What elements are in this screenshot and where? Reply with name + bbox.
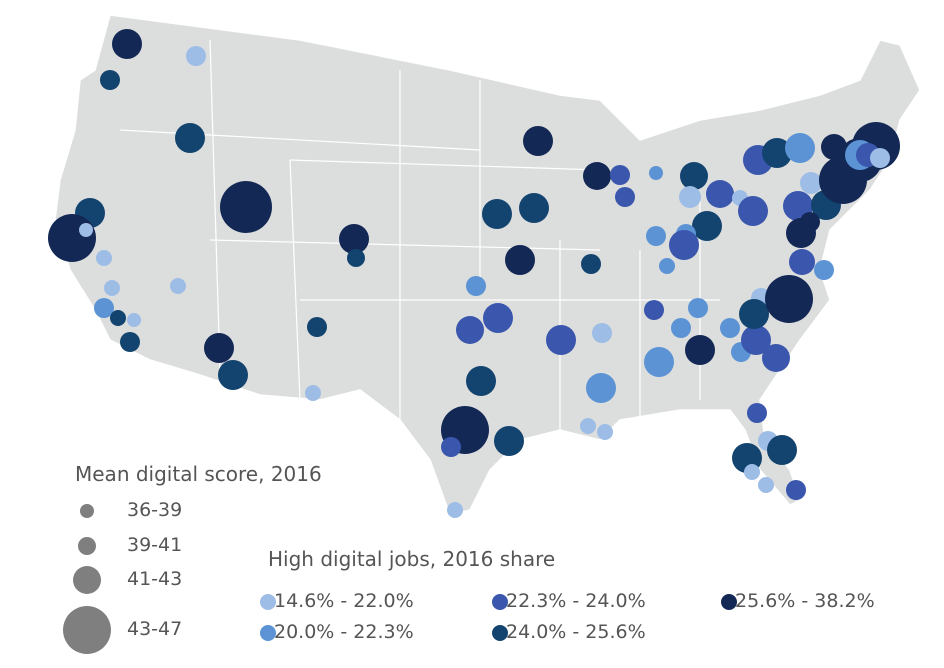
metro-bubble <box>644 347 674 377</box>
metro-bubble <box>100 70 120 90</box>
color-legend-swatch <box>492 625 508 641</box>
metro-bubble <box>765 275 813 323</box>
metro-bubble <box>744 464 760 480</box>
metro-bubble <box>170 278 186 294</box>
metro-bubble <box>649 166 663 180</box>
metro-bubble <box>597 424 613 440</box>
metro-bubble <box>482 199 512 229</box>
metro-bubble <box>483 303 513 333</box>
metro-bubble <box>800 212 820 232</box>
color-legend-swatch <box>492 594 508 610</box>
size-legend-circle <box>78 537 96 555</box>
metro-bubble <box>307 317 327 337</box>
metro-bubble <box>339 224 369 254</box>
metro-bubble <box>523 126 553 156</box>
state-border <box>289 159 601 171</box>
metro-bubble <box>615 187 635 207</box>
color-legend-label: 22.3% - 24.0% <box>506 590 646 612</box>
metro-bubble <box>127 313 141 327</box>
metro-bubble <box>204 333 234 363</box>
metro-bubble <box>720 318 740 338</box>
metro-bubble <box>175 123 205 153</box>
metro-bubble <box>580 418 596 434</box>
metro-bubble <box>739 299 769 329</box>
metro-bubble <box>646 226 666 246</box>
metro-bubble <box>870 148 890 168</box>
metro-bubble <box>218 360 248 390</box>
metro-bubble <box>767 435 797 465</box>
metro-bubble <box>466 366 496 396</box>
size-legend-title: Mean digital score, 2016 <box>75 462 322 486</box>
metro-bubble <box>685 335 715 365</box>
metro-bubble <box>680 162 708 190</box>
metro-bubble <box>741 325 771 355</box>
color-legend-swatch <box>260 594 276 610</box>
metro-bubble <box>814 260 834 280</box>
metro-bubble <box>785 133 815 163</box>
metro-bubble <box>110 310 126 326</box>
color-legend-title: High digital jobs, 2016 share <box>268 547 556 571</box>
metro-bubble <box>679 186 701 208</box>
metro-bubble <box>669 230 699 260</box>
metro-bubble <box>456 316 484 344</box>
size-legend-label: 36-39 <box>127 499 183 521</box>
metro-bubble <box>466 276 486 296</box>
metro-bubble <box>738 196 768 226</box>
size-legend-circle <box>63 606 111 654</box>
metro-bubble <box>447 502 463 518</box>
metro-bubble <box>104 280 120 296</box>
color-legend-label: 14.6% - 22.0% <box>274 590 414 612</box>
metro-bubble <box>586 373 616 403</box>
metro-bubble <box>441 437 461 457</box>
metro-bubble <box>610 165 630 185</box>
metro-bubble <box>706 180 734 208</box>
color-legend-label: 24.0% - 25.6% <box>506 621 646 643</box>
size-legend-label: 41-43 <box>127 568 183 590</box>
size-legend-label: 43-47 <box>127 618 183 640</box>
metro-bubble <box>220 181 272 233</box>
metro-bubble <box>494 426 524 456</box>
metro-bubble <box>94 298 114 318</box>
metro-bubble <box>786 480 806 500</box>
metro-bubble <box>659 258 675 274</box>
metro-bubble <box>747 403 767 423</box>
color-legend-label: 20.0% - 22.3% <box>274 621 414 643</box>
metro-bubble <box>581 254 601 274</box>
size-legend-circle <box>73 566 101 594</box>
metro-bubble <box>688 298 708 318</box>
state-border <box>209 239 601 251</box>
size-legend-label: 39-41 <box>127 534 183 556</box>
metro-bubble <box>592 323 612 343</box>
color-legend-label: 25.6% - 38.2% <box>735 590 875 612</box>
metro-bubble <box>546 325 576 355</box>
metro-bubble <box>519 193 549 223</box>
metro-bubble <box>48 214 96 262</box>
state-border <box>209 39 221 371</box>
us-land <box>54 14 921 516</box>
metro-bubble <box>186 46 206 66</box>
metro-bubble <box>347 249 365 267</box>
metro-bubble <box>762 138 792 168</box>
metro-bubble <box>762 344 790 372</box>
state-border <box>289 159 301 401</box>
color-legend-swatch <box>721 594 737 610</box>
metro-bubble <box>305 385 321 401</box>
metro-bubble <box>120 332 140 352</box>
metro-bubble <box>692 211 722 241</box>
metro-bubble <box>505 245 535 275</box>
metro-bubble <box>79 223 93 237</box>
metro-bubble <box>583 162 611 190</box>
metro-bubble <box>112 29 142 59</box>
metro-bubble <box>644 300 664 320</box>
metro-bubble <box>96 250 112 266</box>
metro-bubble <box>789 249 815 275</box>
metro-bubble <box>800 172 822 194</box>
metro-bubble <box>671 318 691 338</box>
metro-bubble <box>758 477 774 493</box>
size-legend-circle <box>80 504 94 518</box>
color-legend-swatch <box>260 625 276 641</box>
